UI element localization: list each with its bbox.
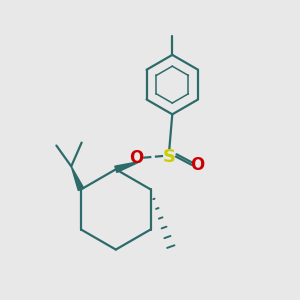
Text: S: S [163, 148, 176, 166]
Text: O: O [130, 149, 144, 167]
Text: O: O [190, 156, 205, 174]
Polygon shape [71, 166, 84, 190]
Polygon shape [115, 161, 141, 172]
